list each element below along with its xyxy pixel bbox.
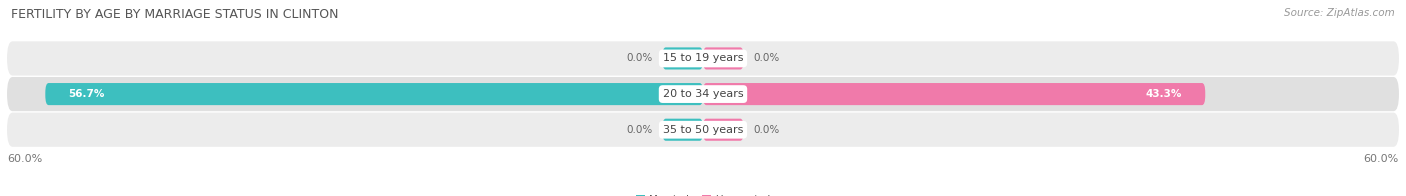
FancyBboxPatch shape bbox=[662, 47, 703, 70]
Text: Source: ZipAtlas.com: Source: ZipAtlas.com bbox=[1284, 8, 1395, 18]
FancyBboxPatch shape bbox=[703, 83, 1205, 105]
Text: 0.0%: 0.0% bbox=[627, 125, 654, 135]
Text: 60.0%: 60.0% bbox=[1364, 154, 1399, 164]
FancyBboxPatch shape bbox=[703, 47, 744, 70]
Legend: Married, Unmarried: Married, Unmarried bbox=[631, 191, 775, 196]
Text: 56.7%: 56.7% bbox=[69, 89, 105, 99]
Text: 20 to 34 years: 20 to 34 years bbox=[662, 89, 744, 99]
Text: 60.0%: 60.0% bbox=[7, 154, 42, 164]
FancyBboxPatch shape bbox=[7, 113, 1399, 147]
Text: FERTILITY BY AGE BY MARRIAGE STATUS IN CLINTON: FERTILITY BY AGE BY MARRIAGE STATUS IN C… bbox=[11, 8, 339, 21]
FancyBboxPatch shape bbox=[703, 119, 744, 141]
FancyBboxPatch shape bbox=[7, 77, 1399, 111]
FancyBboxPatch shape bbox=[662, 119, 703, 141]
Text: 0.0%: 0.0% bbox=[627, 54, 654, 64]
Text: 0.0%: 0.0% bbox=[752, 125, 779, 135]
FancyBboxPatch shape bbox=[7, 41, 1399, 75]
Text: 35 to 50 years: 35 to 50 years bbox=[662, 125, 744, 135]
Text: 0.0%: 0.0% bbox=[752, 54, 779, 64]
Text: 15 to 19 years: 15 to 19 years bbox=[662, 54, 744, 64]
Text: 43.3%: 43.3% bbox=[1146, 89, 1182, 99]
FancyBboxPatch shape bbox=[45, 83, 703, 105]
